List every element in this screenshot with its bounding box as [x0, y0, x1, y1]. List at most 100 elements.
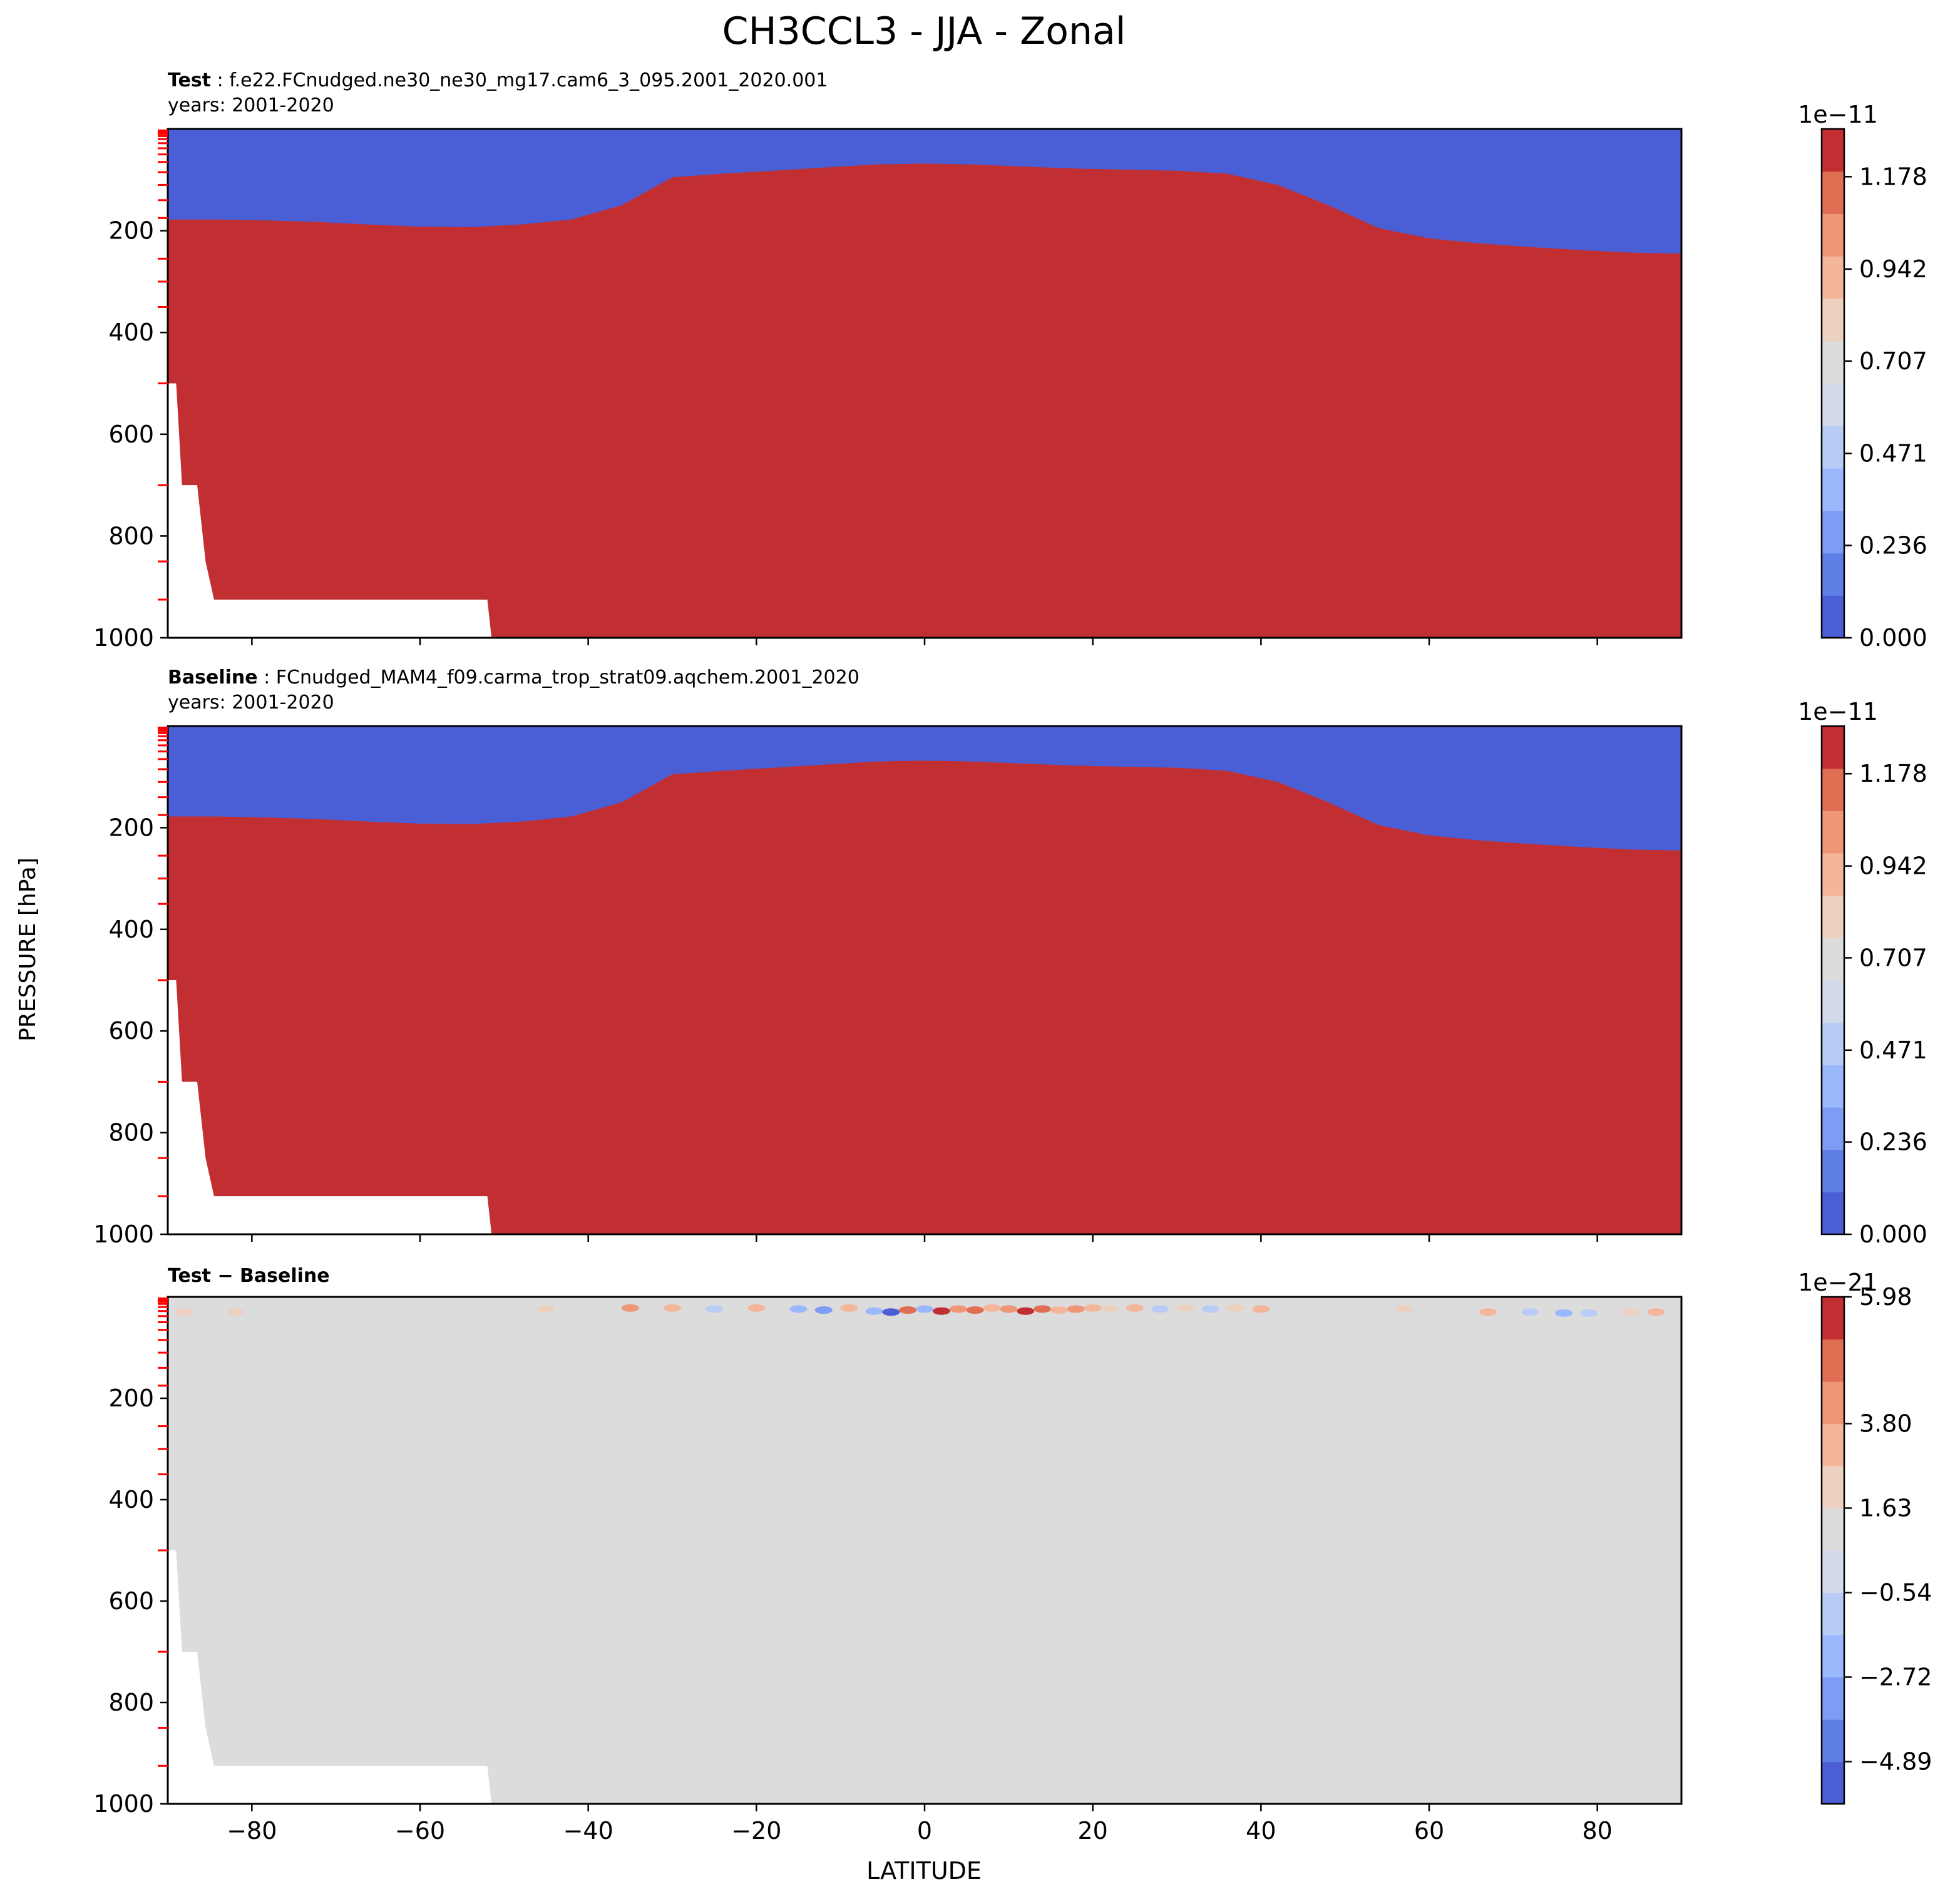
x-tick-label: −60 [395, 1817, 445, 1845]
noise-cell [1647, 1308, 1665, 1316]
x-tick-label: 40 [1246, 1817, 1276, 1845]
noise-cell [1151, 1305, 1169, 1313]
colorbar-swatch [1822, 1719, 1844, 1763]
y-tick-label: 1000 [93, 1221, 154, 1248]
surface-mask [168, 980, 492, 1234]
colorbar-tick-label: −4.89 [1859, 1748, 1932, 1776]
colorbar-tick-label: 1.178 [1859, 760, 1927, 787]
x-tick-label: −80 [227, 1817, 277, 1845]
colorbar-swatch [1822, 1192, 1844, 1235]
noise-cell [1176, 1304, 1194, 1312]
contour-band-top [168, 129, 1681, 135]
x-axis-label: LATITUDE [866, 1857, 982, 1885]
colorbar-frame [1820, 128, 1845, 639]
colorbar-swatch [1822, 553, 1844, 596]
noise-cell [747, 1304, 766, 1312]
colorbar-swatch [1822, 1381, 1844, 1425]
panel-title-rest: : f.e22.FCnudged.ne30_ne30_mg17.cam6_3_0… [211, 69, 828, 91]
colorbar-swatch [1822, 1423, 1844, 1466]
colorbar-swatch [1822, 1508, 1844, 1551]
noise-cell [1395, 1305, 1413, 1313]
contour-band-10 [168, 129, 1681, 254]
y-tick-label: 200 [108, 814, 154, 841]
noise-cell [226, 1308, 244, 1316]
noise-cell [1000, 1305, 1018, 1313]
colorbar: 1e−21 −4.89 −2.72 −0.54 1.63 3.80 5.98 [1798, 1269, 1932, 1805]
colorbar-swatch [1822, 1107, 1844, 1150]
colorbar-swatch [1822, 595, 1844, 638]
panel-baseline: 200 400 600 800 1000 Baseline : FCnudged_MAM4… [93, 667, 1927, 1248]
colorbar-swatch [1822, 1149, 1844, 1192]
y-tick-label: 1000 [93, 624, 154, 652]
colorbar-tick-label: 3.80 [1859, 1410, 1912, 1438]
noise-cell [789, 1305, 808, 1313]
colorbar-tick-label: 0.000 [1859, 1221, 1927, 1248]
noise-cell [882, 1308, 900, 1316]
panel-title-bold: Baseline [168, 667, 258, 688]
contour-band-10 [168, 726, 1681, 851]
colorbar: 1e−11 0.000 0.236 0.471 0.707 0.942 1.178 [1798, 101, 1927, 652]
colorbar-swatch [1822, 1022, 1844, 1065]
y-axis-label: PRESSURE [hPa] [15, 857, 41, 1042]
y-tick-label: 600 [108, 1587, 154, 1615]
colorbar-tick-label: 0.707 [1859, 944, 1927, 971]
y-tick-label: 200 [108, 217, 154, 245]
y-tick-label: 600 [108, 1017, 154, 1045]
noise-cell [1580, 1309, 1598, 1317]
colorbar-swatch [1822, 510, 1844, 554]
colorbar-swatch [1822, 811, 1844, 854]
surface-mask [168, 383, 492, 638]
colorbar-swatch [1822, 1592, 1844, 1635]
noise-cell [865, 1307, 883, 1315]
colorbar-frame [1820, 1296, 1845, 1805]
colorbar-swatch [1822, 980, 1844, 1023]
colorbar-tick-label: −2.72 [1859, 1664, 1932, 1691]
x-tick-label: −40 [563, 1817, 613, 1845]
colorbar-exponent: 1e−21 [1798, 1269, 1878, 1296]
colorbar-swatch [1822, 726, 1844, 769]
colorbar-tick-label: 1.178 [1859, 163, 1927, 190]
noise-cell [1201, 1305, 1219, 1313]
colorbar-swatch [1822, 256, 1844, 299]
noise-cell [621, 1304, 639, 1312]
colorbar-swatch [1822, 1550, 1844, 1594]
noise-cell [916, 1305, 933, 1313]
noise-cell [1252, 1305, 1270, 1313]
panel-subtitle: years: 2001-2020 [168, 692, 334, 714]
contour-band-top [168, 726, 1681, 732]
figure-title: CH3CCL3 - JJA - Zonal [722, 9, 1126, 53]
panel-title-rest: : FCnudged_MAM4_f09.carma_trop_strat09.a… [258, 667, 859, 688]
x-tick-label: −20 [731, 1817, 781, 1845]
noise-cell [1034, 1305, 1052, 1313]
x-tick-label: 0 [917, 1817, 932, 1845]
y-tick-label: 1000 [93, 1790, 154, 1818]
y-tick-label: 400 [108, 319, 154, 346]
noise-cell [899, 1306, 917, 1314]
colorbar-swatch [1822, 1761, 1844, 1804]
noise-cell [1050, 1306, 1068, 1314]
colorbar-swatch [1822, 171, 1844, 215]
noise-cell [664, 1304, 681, 1312]
noise-cell [1101, 1305, 1119, 1313]
noise-cell [983, 1304, 1001, 1312]
noise-cell [1017, 1307, 1035, 1315]
colorbar-tick-label: −0.54 [1859, 1579, 1932, 1607]
y-tick-label: 800 [108, 1119, 154, 1147]
noise-cell [1067, 1305, 1085, 1313]
panel-test: 200 400 600 800 1000 Test : f.e22.FCnudged.ne… [93, 69, 1927, 652]
colorbar-swatch [1822, 1635, 1844, 1678]
noise-cell [840, 1304, 858, 1312]
x-tick-label: 60 [1414, 1817, 1444, 1845]
y-tick-label: 400 [108, 916, 154, 943]
colorbar-swatch [1822, 383, 1844, 426]
y-tick-label: 600 [108, 421, 154, 448]
noise-cell [1479, 1308, 1497, 1316]
colorbar-swatch [1822, 853, 1844, 896]
colorbar-swatch [1822, 895, 1844, 938]
colorbar-swatch [1822, 129, 1844, 172]
noise-cell [966, 1306, 984, 1314]
panel-title: Test − Baseline [168, 1265, 330, 1287]
colorbar-tick-label: 0.471 [1859, 439, 1927, 467]
colorbar-swatch [1822, 1065, 1844, 1108]
